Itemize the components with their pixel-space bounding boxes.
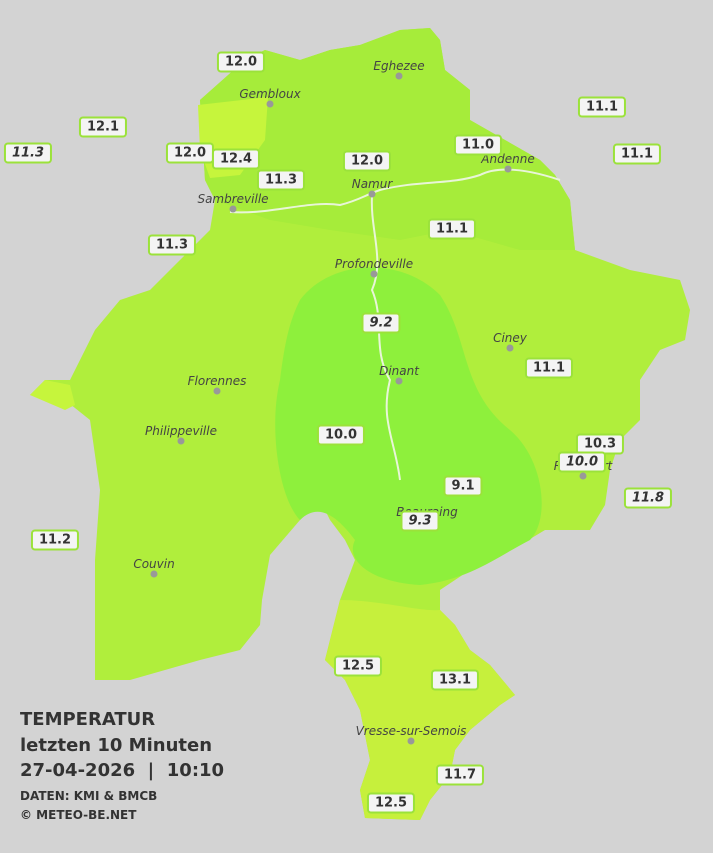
city-label: Dinant — [379, 364, 419, 378]
station-label: 11.1 — [577, 96, 627, 118]
city-label: Ciney — [493, 331, 527, 345]
city-dot — [229, 205, 237, 213]
station-label: 11.3 — [147, 234, 197, 256]
city-dot — [368, 190, 376, 198]
city-dot — [395, 377, 403, 385]
legend-subtitle: letzten 10 Minuten — [20, 735, 213, 756]
city-label: Philippeville — [145, 424, 217, 438]
station-label: 11.0 — [453, 134, 503, 156]
city-label: Gembloux — [239, 87, 301, 101]
city-label: Namur — [351, 177, 393, 191]
station-label: 11.1 — [427, 218, 477, 240]
station-label: 10.0 — [557, 451, 607, 473]
station-label: 12.0 — [165, 142, 215, 164]
station-label: 11.8 — [623, 487, 673, 509]
station-label: 12.5 — [333, 655, 383, 677]
city-dot — [506, 344, 514, 352]
city-label: Andenne — [481, 152, 535, 166]
city-label: Profondeville — [334, 257, 414, 271]
station-label: 9.1 — [443, 475, 483, 497]
city-dot — [266, 100, 274, 108]
station-label: 12.4 — [211, 148, 261, 170]
city-label: Couvin — [133, 557, 175, 571]
city-dot — [395, 72, 403, 80]
city-label: Sambreville — [197, 192, 269, 206]
legend-source: DATEN: KMI & BMCB — [20, 789, 158, 803]
legend-copyright: © METEO-BE.NET — [20, 808, 137, 822]
city-dot — [213, 387, 221, 395]
warm-zone-north — [200, 28, 575, 250]
legend-timestamp: 27-04-2026 | 10:10 — [20, 760, 225, 781]
city-dot — [150, 570, 158, 578]
station-label: 12.0 — [216, 51, 266, 73]
station-label: 10.3 — [575, 433, 625, 455]
station-label: 10.0 — [316, 424, 366, 446]
station-label: 9.3 — [400, 510, 440, 532]
station-label: 12.5 — [366, 792, 416, 814]
city-label: Vresse-sur-Semois — [355, 724, 467, 738]
legend-title: TEMPERATUR — [20, 709, 156, 730]
city-label: Florennes — [187, 374, 247, 388]
west-spot — [30, 380, 75, 410]
station-label: 13.1 — [430, 669, 480, 691]
station-label: 11.7 — [435, 764, 485, 786]
station-label: 12.0 — [342, 150, 392, 172]
station-label: 11.2 — [30, 529, 80, 551]
station-label: 11.3 — [256, 169, 306, 191]
city-dot — [579, 472, 587, 480]
station-label: 11.3 — [3, 142, 53, 164]
cool-zone — [275, 267, 542, 585]
station-label: 11.1 — [612, 143, 662, 165]
station-label: 11.1 — [524, 357, 574, 379]
station-label: 12.1 — [78, 116, 128, 138]
city-dot — [504, 165, 512, 173]
city-dot — [177, 437, 185, 445]
city-dot — [370, 270, 378, 278]
city-dot — [407, 737, 415, 745]
warm-zone-south — [325, 600, 515, 820]
city-label: Eghezee — [373, 59, 425, 73]
river — [229, 168, 561, 481]
station-label: 9.2 — [361, 312, 401, 334]
